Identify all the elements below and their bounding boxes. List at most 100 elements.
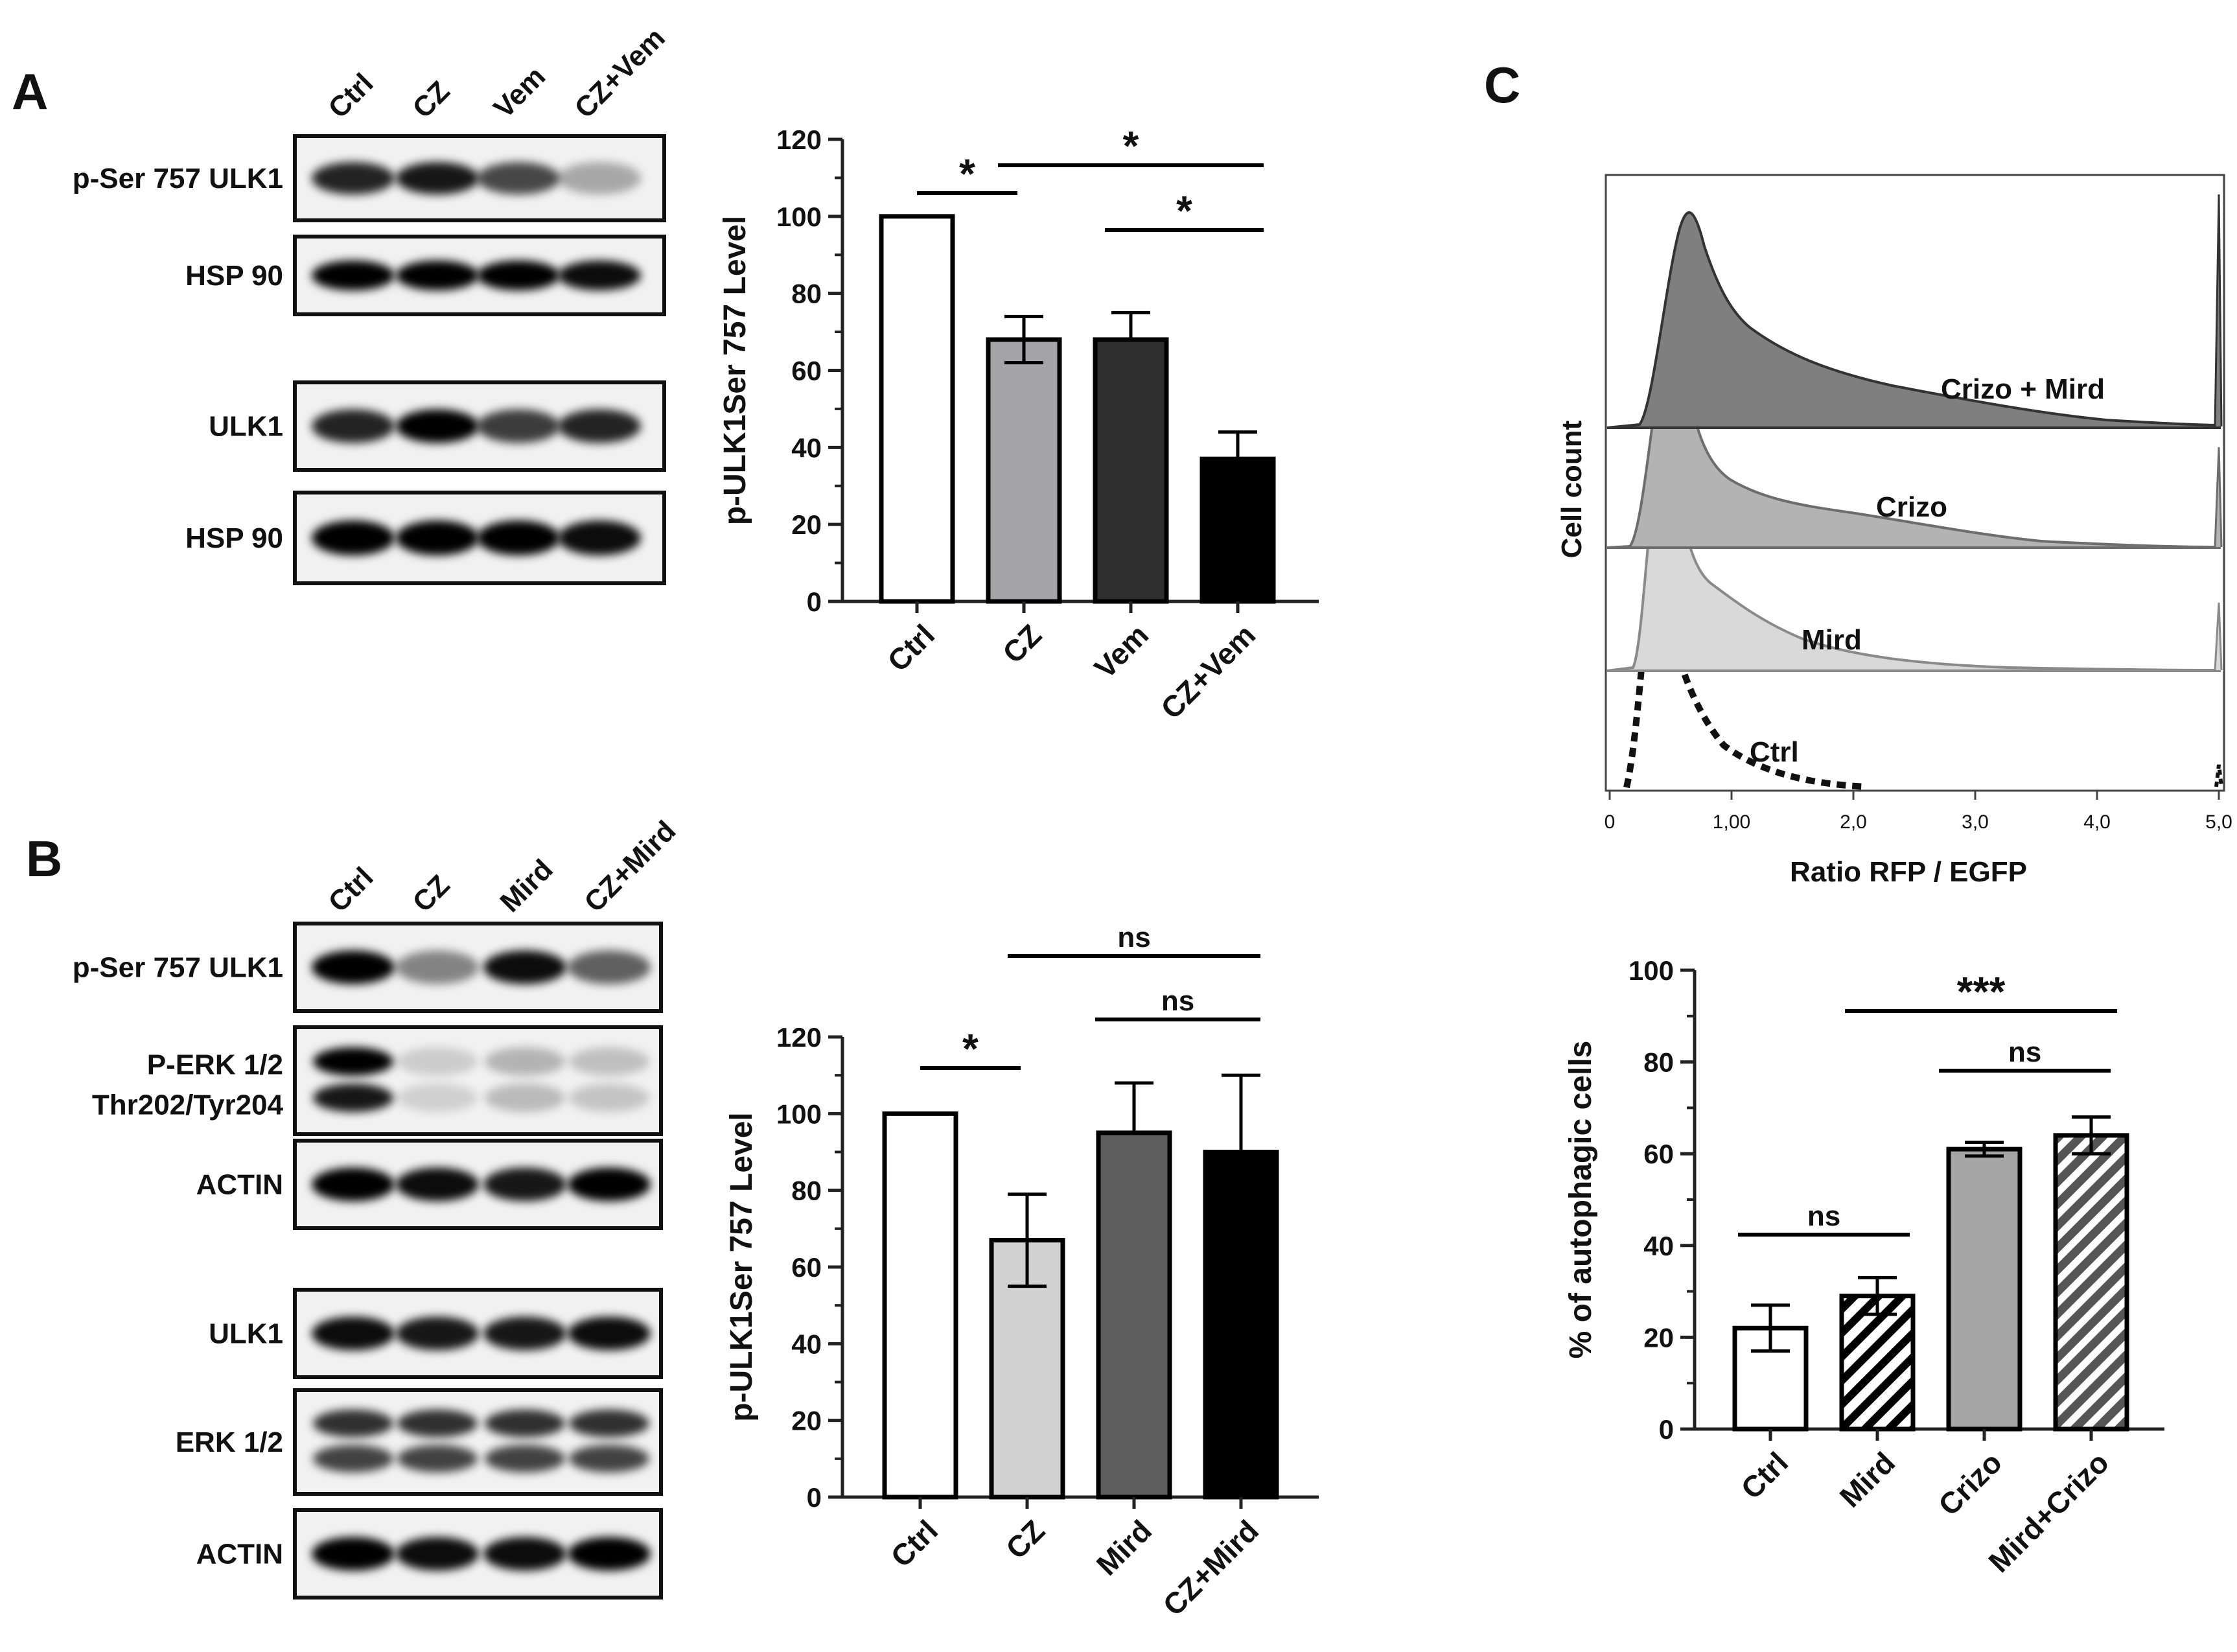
bar	[882, 1111, 958, 1500]
blot-band	[485, 1409, 565, 1437]
blot-row-label: ACTIN	[196, 1539, 283, 1570]
blot-row-label: HSP 90	[185, 260, 283, 292]
blot-band	[313, 1047, 393, 1076]
x-tick-label: Ctrl	[1734, 1445, 1794, 1506]
histogram-xlabel: Ratio RFP / EGFP	[1790, 856, 2027, 888]
blot-band	[312, 1537, 395, 1571]
histogram-frame	[1605, 174, 2225, 792]
lane-label: CZ+Mird	[578, 815, 682, 918]
histogram-x-tick-label: 4,0	[2083, 811, 2111, 833]
blot-band	[569, 1083, 649, 1112]
blot-band	[313, 1445, 393, 1472]
y-tick-label: 80	[791, 279, 822, 309]
bar	[2053, 1133, 2129, 1432]
significance-label: ns	[1161, 985, 1194, 1017]
lane-label: Vem	[487, 60, 551, 124]
y-axis-label: p-ULK1Ser 757 Level	[724, 1112, 759, 1422]
histogram-x-tick-label: 2,0	[1840, 811, 1867, 833]
blot-row-label: ACTIN	[196, 1169, 283, 1201]
y-tick-label: 20	[791, 509, 822, 540]
blot-row-label: Thr202/Tyr204	[92, 1089, 284, 1121]
y-tick-label: 40	[791, 1329, 822, 1359]
y-tick-label: 40	[1643, 1231, 1674, 1261]
blot-band	[483, 1167, 566, 1202]
x-tick-label: CZ	[999, 1513, 1051, 1565]
y-axis-label: p-ULK1Ser 757 Level	[718, 216, 752, 526]
blot-band	[568, 1167, 651, 1202]
significance-label: *	[1176, 187, 1192, 234]
histogram-x-tick-label: 1,00	[1713, 811, 1750, 833]
histogram-label-crizo: Crizo	[1876, 491, 1947, 523]
x-tick-label: Mird	[1833, 1445, 1901, 1513]
blot-band	[396, 1316, 479, 1351]
bar	[1200, 456, 1276, 604]
blot-band	[477, 409, 560, 443]
y-tick-label: 120	[776, 124, 822, 155]
blot-band	[477, 520, 560, 555]
blot-band	[483, 1316, 566, 1351]
histogram-x-ticks: 0 1,00 2,0 3,0 4,0 5,0	[1605, 791, 2232, 833]
blot-band	[477, 161, 560, 195]
lane-label: Mird	[494, 854, 559, 918]
blot-row-label: ERK 1/2	[176, 1426, 283, 1458]
blot-band	[558, 409, 641, 443]
blot-band	[396, 950, 479, 984]
histogram-ylabel: Cell count	[1556, 420, 1588, 558]
x-tick-label: Ctrl	[881, 618, 941, 678]
y-tick-label: 100	[776, 202, 822, 232]
y-tick-label: 60	[1643, 1139, 1674, 1169]
x-tick-label: CZ	[996, 618, 1048, 669]
blot-band	[312, 260, 395, 291]
significance-label: ***	[1957, 968, 2006, 1015]
significance-label: *	[962, 1025, 979, 1072]
blot-row-label: P-ERK 1/2	[147, 1049, 283, 1081]
histogram-label-mird: Mird	[1802, 624, 1862, 656]
blot-band	[396, 260, 479, 291]
blot-band	[568, 1537, 651, 1571]
blot-band	[485, 1445, 565, 1472]
histogram-label-crizo-mird: Crizo + Mird	[1941, 373, 2105, 405]
bar-chart-a: 0 20 40 60 80 100 120 p-ULK1Ser 757 Level Ctrl CZ…	[718, 122, 1319, 725]
blot-band	[558, 260, 641, 291]
blot-band	[396, 409, 479, 443]
blot-band	[558, 161, 641, 195]
y-tick-label: 0	[807, 587, 822, 617]
blot-band	[485, 1083, 565, 1112]
panel-letter-b: B	[26, 830, 62, 887]
blot-band	[313, 1083, 393, 1112]
significance-label: ns	[1807, 1200, 1840, 1232]
significance-label: ns	[2008, 1036, 2041, 1068]
bar	[986, 337, 1062, 604]
blot-band	[397, 1083, 478, 1112]
blot-band	[558, 520, 641, 555]
histogram-spike-crizo-mird	[2214, 194, 2223, 427]
y-axis-label: % of autophagic cells	[1564, 1041, 1598, 1359]
blot-band	[396, 1167, 479, 1202]
blot-row-label: HSP 90	[185, 522, 283, 554]
histogram-x-tick-label: 0	[1605, 811, 1616, 833]
lane-label: CZ	[406, 75, 456, 124]
y-tick-label: 100	[776, 1099, 822, 1129]
significance-label: *	[959, 150, 975, 197]
y-tick-label: 20	[791, 1406, 822, 1436]
blot-band	[569, 1409, 649, 1437]
western-blot-a: Ctrl CZ Vem CZ+Vem p-Ser 757 ULK1 HSP 90 ULK1 H…	[73, 22, 671, 585]
y-tick-label: 0	[1659, 1414, 1674, 1445]
y-tick-label: 0	[807, 1482, 822, 1513]
blot-frame	[293, 1388, 663, 1496]
bar	[1839, 1294, 1916, 1432]
bar	[1946, 1146, 2023, 1432]
bar	[879, 214, 955, 604]
histogram-x-tick-label: 3,0	[1962, 811, 1989, 833]
histogram-x-tick-label: 5,0	[2205, 811, 2232, 833]
histogram-spike-ctrl	[2214, 764, 2223, 787]
blot-row-label: ULK1	[209, 411, 283, 443]
lane-label: Ctrl	[322, 67, 379, 124]
blot-row-label: p-Ser 757 ULK1	[73, 163, 283, 194]
y-tick-label: 80	[1643, 1047, 1674, 1078]
x-tick-label: CZ+Vem	[1154, 618, 1262, 725]
lane-label: CZ+Vem	[568, 22, 671, 124]
blot-band	[397, 1445, 478, 1472]
blot-band	[485, 1047, 565, 1076]
